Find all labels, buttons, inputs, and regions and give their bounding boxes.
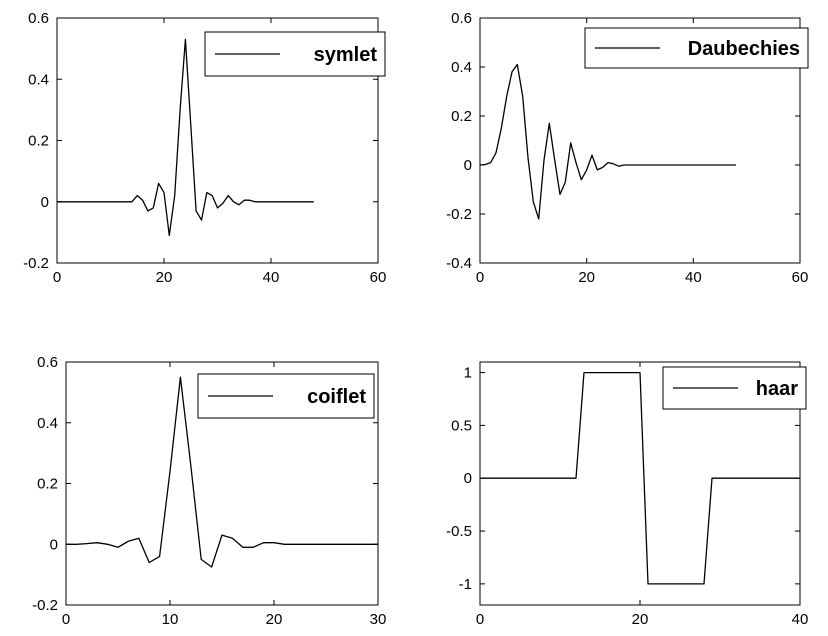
legend: Daubechies <box>584 27 809 69</box>
x-tick-label: 40 <box>263 269 280 286</box>
x-tick-label: 0 <box>476 611 484 628</box>
x-tick-label: 20 <box>632 611 649 628</box>
y-tick-label: 0 <box>464 470 472 487</box>
x-tick-label: 0 <box>53 269 61 286</box>
y-tick-label: 1 <box>464 365 472 382</box>
y-tick-label: 0.5 <box>451 417 472 434</box>
series-line-symlet <box>57 38 314 237</box>
y-tick-label: 0.6 <box>37 354 58 371</box>
y-tick-label: -0.2 <box>23 255 49 272</box>
x-tick-label: 20 <box>578 269 595 286</box>
y-tick-label: 0.6 <box>28 10 49 27</box>
x-tick-label: 40 <box>792 611 809 628</box>
y-tick-label: 0.4 <box>28 71 49 88</box>
x-tick-label: 0 <box>476 269 484 286</box>
y-tick-label: 0.4 <box>37 415 58 432</box>
x-tick-label: 20 <box>156 269 173 286</box>
y-tick-label: -0.5 <box>446 523 472 540</box>
legend-label: Daubechies <box>688 38 800 60</box>
x-tick-label: 60 <box>370 269 387 286</box>
series-line-daubechies <box>479 63 736 220</box>
x-tick-label: 60 <box>792 269 809 286</box>
legend-label: coiflet <box>307 386 366 408</box>
y-tick-label: 0.4 <box>451 59 472 76</box>
x-tick-label: 40 <box>685 269 702 286</box>
y-tick-label: 0 <box>50 536 58 553</box>
y-tick-label: -0.2 <box>32 597 58 614</box>
y-tick-label: 0.6 <box>451 10 472 27</box>
subplot-4: 0 20 40 -1 -0.5 0 0.5 1 haar <box>446 361 809 628</box>
legend: haar <box>662 366 807 410</box>
legend: coiflet <box>197 373 375 419</box>
y-tick-label: 0.2 <box>37 476 58 493</box>
y-tick-label: -0.4 <box>446 255 472 272</box>
x-tick-label: 20 <box>266 611 283 628</box>
y-tick-label: 0.2 <box>28 133 49 150</box>
legend-label: haar <box>756 378 798 400</box>
y-tick-label: 0.2 <box>451 108 472 125</box>
subplot-2: 0 20 40 60 -0.4 -0.2 0 0.2 0.4 0.6 Daubechies <box>446 10 809 286</box>
legend-label: symlet <box>314 44 378 66</box>
series-line-coiflet <box>66 376 378 568</box>
y-tick-label: -0.2 <box>446 206 472 223</box>
x-tick-label: 10 <box>162 611 179 628</box>
y-tick-label: 0 <box>41 194 49 211</box>
legend: symlet <box>204 31 386 77</box>
series-line-haar <box>480 371 800 585</box>
y-tick-label: -1 <box>459 576 472 593</box>
x-tick-label: 0 <box>62 611 70 628</box>
x-tick-label: 30 <box>370 611 387 628</box>
y-tick-label: 0 <box>464 157 472 174</box>
